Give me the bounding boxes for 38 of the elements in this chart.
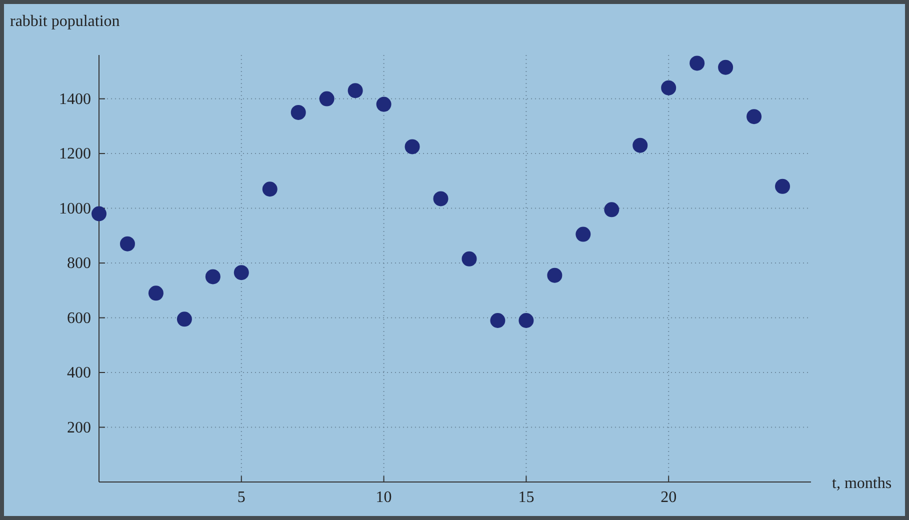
y-tick-label: 1000	[59, 200, 91, 218]
y-tick-label: 800	[67, 255, 91, 272]
point	[490, 313, 506, 328]
y-axis-title: rabbit population	[10, 13, 120, 30]
y-tick-label: 200	[67, 419, 91, 436]
y-tick-label: 400	[67, 364, 91, 382]
point	[319, 91, 334, 106]
x-tick-label: 20	[660, 489, 677, 506]
point	[92, 206, 106, 222]
point	[462, 251, 477, 266]
y-tick-label: 600	[67, 310, 91, 327]
point	[404, 139, 420, 154]
point	[348, 83, 363, 98]
point	[775, 178, 790, 194]
point	[604, 202, 620, 218]
point	[576, 226, 591, 242]
point	[661, 80, 676, 96]
point	[176, 312, 192, 327]
point	[120, 236, 135, 252]
point	[234, 265, 249, 280]
point	[376, 96, 392, 112]
point	[205, 269, 220, 284]
point	[746, 109, 762, 124]
x-axis-title: t, months	[832, 475, 892, 492]
y-tick-label: 1200	[59, 146, 91, 163]
point	[632, 138, 648, 153]
point	[690, 56, 705, 71]
y-tick-label: 1400	[59, 90, 91, 108]
x-tick-label: 5	[237, 489, 246, 506]
point	[433, 191, 448, 206]
x-tick-label: 15	[518, 489, 534, 506]
point	[518, 313, 534, 328]
point	[148, 286, 164, 301]
x-tick-label: 10	[376, 489, 392, 506]
point	[290, 104, 306, 120]
point	[718, 60, 734, 75]
point	[547, 268, 562, 283]
point	[262, 182, 278, 197]
